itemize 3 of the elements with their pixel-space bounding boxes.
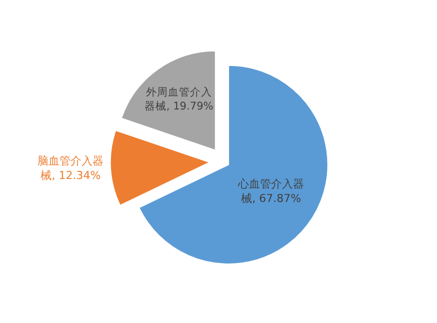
slice-label: 脑血管介入器械, 12.34% [38,154,104,182]
slice-label: 心血管介入器械, 67.87% [237,177,304,205]
slice-label: 外周血管介入器械, 19.79% [144,86,214,112]
